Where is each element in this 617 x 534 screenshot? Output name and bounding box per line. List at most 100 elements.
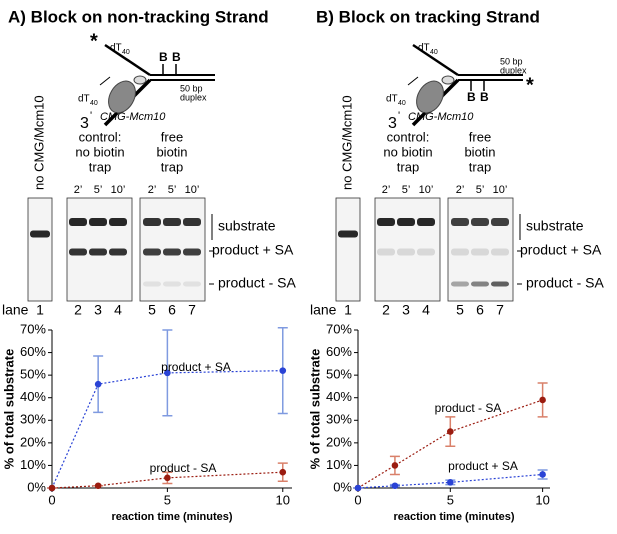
strand [407, 76, 419, 86]
protein-cap [133, 75, 147, 85]
band [163, 248, 181, 256]
label: 2’ [456, 184, 465, 196]
band [491, 281, 509, 287]
band [30, 230, 50, 238]
band [89, 218, 107, 226]
label: 3 [402, 302, 410, 318]
label: B [467, 90, 476, 104]
label: free [469, 129, 491, 144]
label: trap [161, 159, 183, 174]
protein [416, 80, 444, 114]
y-tick-label: 30% [326, 412, 352, 427]
label: no biotin [383, 144, 432, 159]
band [377, 248, 395, 256]
x-tick-label: 5 [447, 492, 454, 507]
x-tick-label: 5 [164, 492, 171, 507]
series-line [357, 399, 543, 489]
band [163, 218, 181, 226]
gel [335, 197, 361, 302]
label: 7 [188, 302, 196, 318]
band [143, 218, 161, 226]
label: 10’ [111, 184, 126, 196]
band [417, 218, 435, 226]
label: biotin [464, 144, 495, 159]
point [539, 471, 546, 478]
point [279, 367, 287, 374]
label: lane [2, 302, 29, 318]
series-line [51, 370, 283, 489]
band [183, 248, 201, 256]
label: CMG-Mcm10 [100, 111, 166, 123]
label: 6 [476, 302, 484, 318]
series-line [51, 471, 283, 489]
gel [27, 197, 53, 302]
band [377, 218, 395, 226]
x-tick-label: 0 [354, 492, 361, 507]
point [48, 484, 56, 492]
label: 2 [74, 302, 82, 318]
band [451, 248, 469, 256]
label: 3 [80, 115, 89, 132]
y-tick-label: 60% [20, 344, 46, 359]
label: 40 [430, 49, 438, 56]
band [471, 281, 489, 287]
point [391, 462, 399, 469]
label: 3 [388, 115, 397, 132]
series-label: product + SA [448, 459, 518, 473]
band [417, 248, 435, 256]
point [164, 474, 171, 482]
label: 2’ [148, 184, 157, 196]
label: duplex [500, 65, 527, 75]
protein [108, 80, 136, 114]
label: free [161, 129, 183, 144]
protein-cap [441, 75, 455, 85]
band [491, 248, 509, 256]
label: product - SA [218, 275, 296, 291]
band [451, 218, 469, 226]
band [69, 248, 87, 256]
band [183, 281, 201, 287]
band [183, 218, 201, 226]
label: product - SA [526, 275, 604, 291]
band [491, 218, 509, 226]
y-tick-label: 30% [20, 412, 46, 427]
label: 10’ [185, 184, 200, 196]
point [391, 482, 399, 490]
label: substrate [526, 218, 584, 234]
label: 2’ [382, 184, 391, 196]
label: A) Block on non-tracking Strand [8, 7, 269, 26]
y-tick-label: 0% [333, 479, 352, 494]
x-axis-label: reaction time (minutes) [111, 511, 232, 523]
label: 5’ [476, 184, 485, 196]
y-axis-label: % of total substrate [307, 349, 322, 470]
label: ' [398, 110, 400, 122]
strand [412, 43, 459, 77]
band [143, 248, 161, 256]
band [143, 281, 161, 287]
label: 4 [114, 302, 122, 318]
label: B) Block on tracking Strand [316, 7, 540, 26]
label: control: [79, 129, 122, 144]
y-tick-label: 60% [326, 344, 352, 359]
band [163, 281, 181, 287]
strand [104, 43, 151, 77]
label: B [480, 90, 489, 104]
label: CMG-Mcm10 [408, 111, 474, 123]
label: 40 [122, 49, 130, 56]
label: 2’ [74, 184, 83, 196]
y-tick-label: 10% [326, 457, 352, 472]
x-tick-label: 10 [276, 492, 290, 507]
point [94, 380, 102, 388]
point [447, 479, 454, 486]
band [89, 248, 107, 256]
label: 1 [344, 302, 352, 318]
label: * [526, 74, 534, 96]
y-tick-label: 50% [326, 367, 352, 382]
label: 40 [398, 100, 406, 107]
label: 4 [422, 302, 430, 318]
y-tick-label: 0% [27, 479, 46, 494]
x-tick-label: 10 [535, 492, 549, 507]
label: * [90, 30, 98, 52]
label: 5’ [168, 184, 177, 196]
